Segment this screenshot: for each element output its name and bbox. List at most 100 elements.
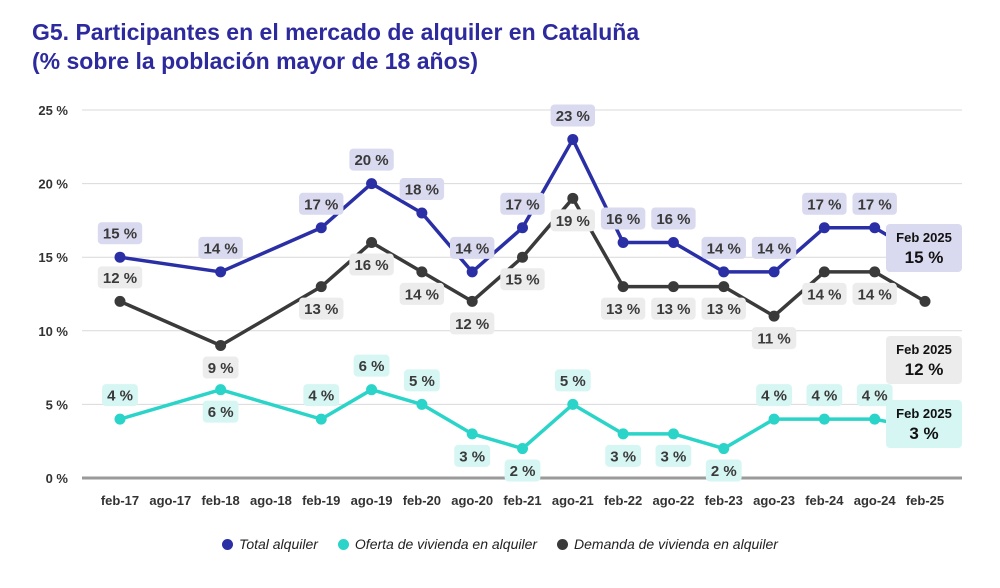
x-tick-label: feb-24 xyxy=(805,493,844,508)
total-alquiler-data-label-bg xyxy=(701,236,746,259)
oferta-de-vivienda-en-alquiler-data-label-bg xyxy=(605,444,642,467)
demanda-de-vivienda-en-alquiler-point xyxy=(517,251,528,263)
total-alquiler-point xyxy=(667,236,679,248)
legend-item-total-alquiler: Total alquiler xyxy=(222,536,318,552)
demanda-de-vivienda-en-alquiler-point xyxy=(366,236,378,248)
total-alquiler-data-label: 16 % xyxy=(656,211,690,228)
total-alquiler-point xyxy=(869,222,881,234)
oferta-de-vivienda-en-alquiler-point xyxy=(114,413,126,425)
demanda-de-vivienda-en-alquiler-data-label-bg xyxy=(751,327,797,350)
oferta-de-vivienda-en-alquiler-data-label-bg xyxy=(403,369,440,392)
legend-label: Oferta de vivienda en alquiler xyxy=(354,536,538,552)
total-alquiler-data-label: 17 % xyxy=(304,196,338,213)
oferta-de-vivienda-en-alquiler-data-label: 3 % xyxy=(459,448,485,465)
total-alquiler-point xyxy=(567,133,579,145)
demanda-de-vivienda-en-alquiler-data-label: 11 % xyxy=(757,331,790,348)
demanda-de-vivienda-en-alquiler-point xyxy=(718,281,730,293)
demanda-de-vivienda-en-alquiler-data-label-bg xyxy=(399,282,445,305)
total-alquiler-point xyxy=(517,222,528,234)
x-tick-label: ago-20 xyxy=(451,493,493,508)
oferta-de-vivienda-en-alquiler-end-label-value: 3 % xyxy=(909,424,938,443)
demanda-de-vivienda-en-alquiler-point xyxy=(617,281,629,293)
total-alquiler-point xyxy=(718,266,730,278)
oferta-de-vivienda-en-alquiler-data-label-bg xyxy=(856,384,893,407)
demanda-de-vivienda-en-alquiler-data-label: 13 % xyxy=(606,301,640,318)
oferta-de-vivienda-en-alquiler-end-label-bg xyxy=(886,400,962,448)
total-alquiler-point xyxy=(466,266,478,278)
oferta-de-vivienda-en-alquiler-data-label-bg xyxy=(504,459,541,482)
oferta-de-vivienda-en-alquiler-data-label-bg xyxy=(303,384,340,407)
oferta-de-vivienda-en-alquiler-data-label: 4 % xyxy=(811,388,837,405)
demanda-de-vivienda-en-alquiler-data-label-bg xyxy=(349,253,394,276)
x-tick-label: ago-23 xyxy=(753,493,795,508)
legend-label: Total alquiler xyxy=(239,536,318,552)
total-alquiler-end-label-bg xyxy=(886,224,962,272)
demanda-de-vivienda-en-alquiler-data-label-bg xyxy=(202,356,239,379)
demanda-de-vivienda-en-alquiler-data-label-bg xyxy=(852,282,897,305)
demanda-de-vivienda-en-alquiler-data-label: 14 % xyxy=(405,286,439,303)
demanda-de-vivienda-en-alquiler-point xyxy=(869,266,881,278)
x-tick-label: ago-17 xyxy=(149,493,191,508)
oferta-de-vivienda-en-alquiler-point xyxy=(768,413,780,425)
x-tick-label: feb-17 xyxy=(101,493,139,508)
total-alquiler-data-label: 14 % xyxy=(455,240,489,257)
demanda-de-vivienda-en-alquiler-data-label-bg xyxy=(802,282,847,305)
demanda-de-vivienda-en-alquiler-end-label-bg xyxy=(886,336,962,384)
demanda-de-vivienda-en-alquiler-data-label-bg xyxy=(299,297,344,320)
demanda-de-vivienda-en-alquiler-data-label: 15 % xyxy=(505,272,539,289)
legend-marker xyxy=(557,538,569,550)
legend-label: Demanda de vivienda en alquiler xyxy=(574,536,778,552)
total-alquiler-data-label-bg xyxy=(97,222,143,245)
y-tick-label: 20 % xyxy=(38,177,68,192)
oferta-de-vivienda-en-alquiler-data-label: 6 % xyxy=(359,358,385,375)
total-alquiler-point xyxy=(818,222,830,234)
total-alquiler-end-label-date: Feb 2025 xyxy=(896,230,952,245)
demanda-de-vivienda-en-alquiler-data-label-bg xyxy=(449,312,495,335)
oferta-de-vivienda-en-alquiler-data-label: 3 % xyxy=(661,448,687,465)
oferta-de-vivienda-en-alquiler-data-label: 5 % xyxy=(560,373,586,390)
oferta-de-vivienda-en-alquiler-point xyxy=(517,443,528,455)
oferta-de-vivienda-en-alquiler-data-label: 5 % xyxy=(409,373,435,390)
oferta-de-vivienda-en-alquiler-data-label: 6 % xyxy=(208,404,234,421)
x-tick-label: ago-21 xyxy=(552,493,594,508)
demanda-de-vivienda-en-alquiler-data-label: 19 % xyxy=(556,213,590,230)
total-alquiler-point xyxy=(768,266,780,278)
oferta-de-vivienda-en-alquiler-data-label-bg xyxy=(353,354,390,377)
chart-title-line1: G5. Participantes en el mercado de alqui… xyxy=(32,19,640,45)
chart-legend: Total alquiler Oferta de vivienda en alqu… xyxy=(0,536,1000,553)
demanda-de-vivienda-en-alquiler-end-label-value: 12 % xyxy=(905,360,944,379)
y-tick-label: 0 % xyxy=(46,471,69,486)
total-alquiler-end-label-value: 15 % xyxy=(905,248,944,267)
demanda-de-vivienda-en-alquiler-point xyxy=(466,295,478,307)
demanda-de-vivienda-en-alquiler-data-label: 12 % xyxy=(455,316,489,333)
demanda-de-vivienda-en-alquiler-data-label: 13 % xyxy=(304,301,338,318)
oferta-de-vivienda-en-alquiler-data-label-bg xyxy=(655,444,692,467)
x-tick-label: ago-19 xyxy=(351,493,393,508)
demanda-de-vivienda-en-alquiler-point xyxy=(315,281,327,293)
demanda-de-vivienda-en-alquiler-data-label-bg xyxy=(651,297,696,320)
oferta-de-vivienda-en-alquiler-point xyxy=(718,443,730,455)
oferta-de-vivienda-en-alquiler-data-label-bg xyxy=(705,459,742,482)
oferta-de-vivienda-en-alquiler-point xyxy=(215,384,227,396)
demanda-de-vivienda-en-alquiler-end-label-date: Feb 2025 xyxy=(896,342,952,357)
total-alquiler-data-label-bg xyxy=(399,178,445,201)
oferta-de-vivienda-en-alquiler-point xyxy=(667,428,679,440)
demanda-de-vivienda-en-alquiler-data-label: 14 % xyxy=(858,286,892,303)
x-tick-label: feb-19 xyxy=(302,493,340,508)
demanda-de-vivienda-en-alquiler-point xyxy=(416,266,428,278)
demanda-de-vivienda-en-alquiler-data-label-bg xyxy=(600,297,646,320)
total-alquiler-data-label-bg xyxy=(299,192,344,215)
oferta-de-vivienda-en-alquiler-point xyxy=(366,384,378,396)
total-alquiler-data-label: 20 % xyxy=(354,152,388,169)
total-alquiler-data-label: 17 % xyxy=(807,196,841,213)
oferta-de-vivienda-en-alquiler-data-label: 4 % xyxy=(107,388,133,405)
oferta-de-vivienda-en-alquiler-point xyxy=(466,428,478,440)
total-alquiler-data-label: 14 % xyxy=(204,240,238,257)
oferta-de-vivienda-en-alquiler-data-label-bg xyxy=(806,384,843,407)
legend-marker xyxy=(337,538,349,550)
chart-title: G5. Participantes en el mercado de alqui… xyxy=(32,18,639,76)
total-alquiler-data-label-bg xyxy=(349,148,394,171)
demanda-de-vivienda-en-alquiler-data-label: 16 % xyxy=(354,257,388,274)
x-tick-label: feb-23 xyxy=(705,493,743,508)
